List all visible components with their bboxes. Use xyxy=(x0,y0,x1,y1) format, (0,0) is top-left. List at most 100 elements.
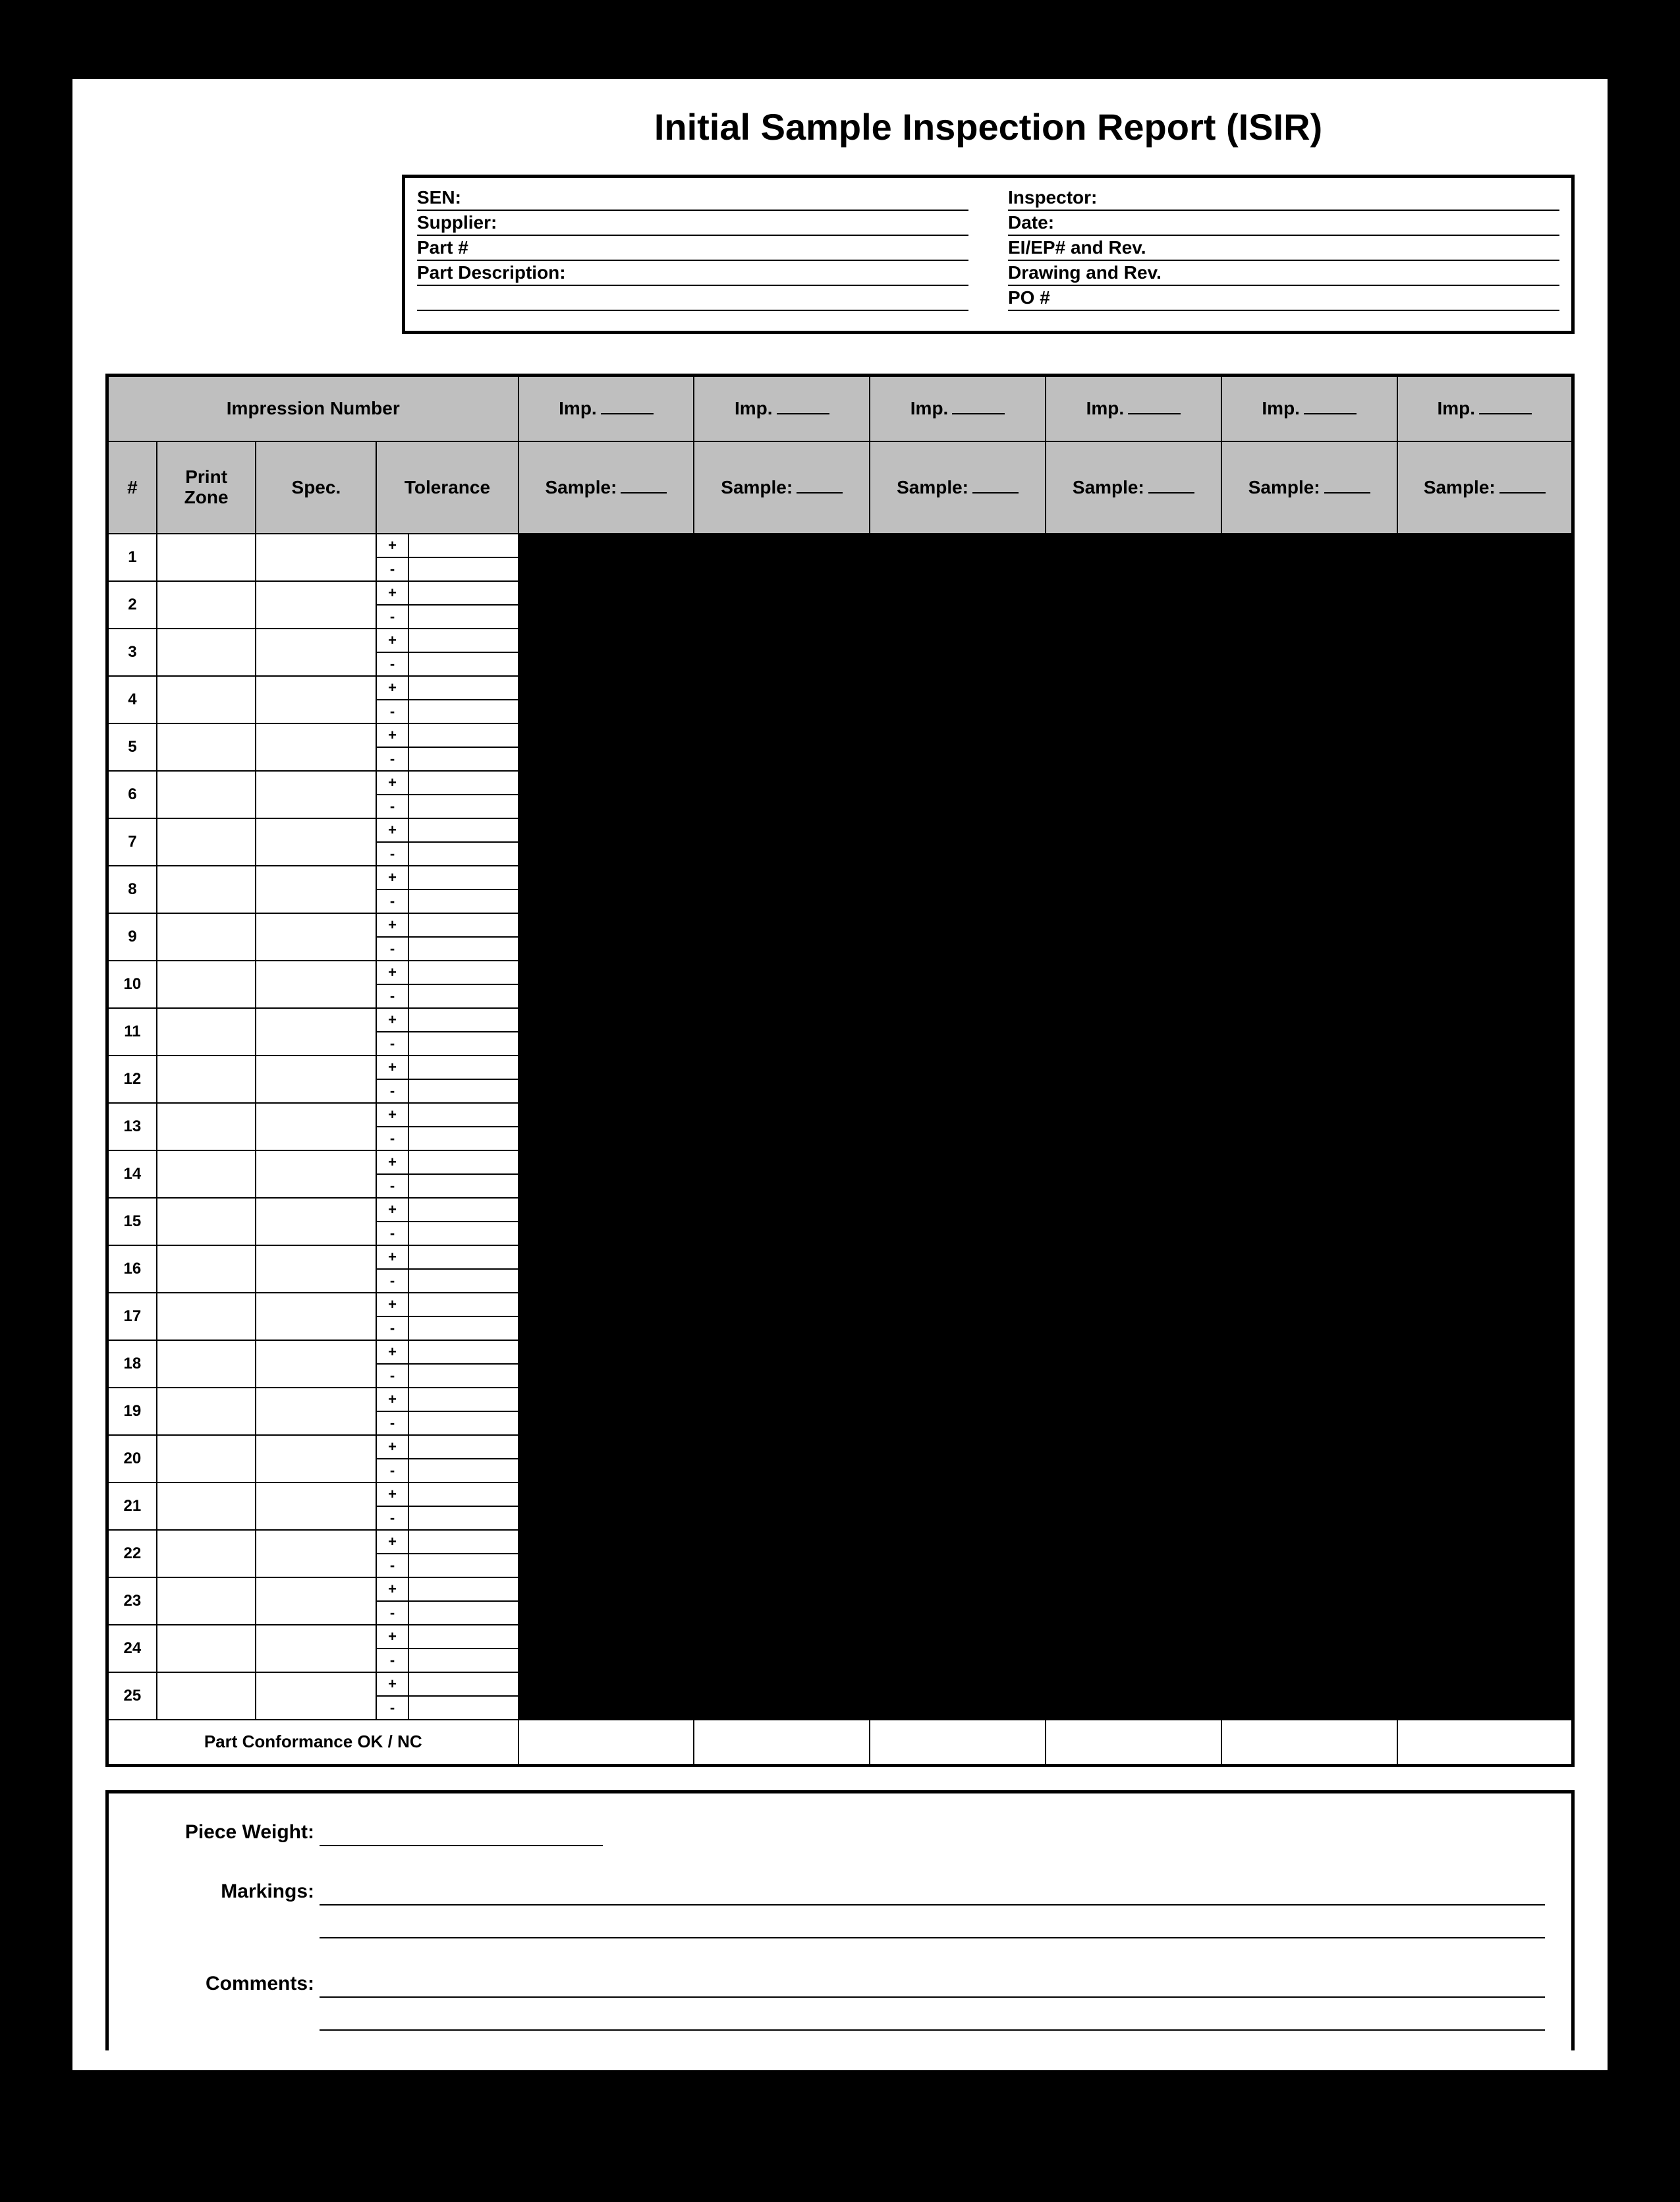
cell-tol-plus-val[interactable] xyxy=(408,1150,518,1174)
value-sen[interactable] xyxy=(461,208,968,210)
cell-print-zone[interactable] xyxy=(157,1482,256,1530)
cell-print-zone[interactable] xyxy=(157,1293,256,1340)
cell-sample[interactable] xyxy=(694,1008,870,1056)
cell-print-zone[interactable] xyxy=(157,1388,256,1435)
cell-sample[interactable] xyxy=(1046,1672,1221,1720)
cell-spec[interactable] xyxy=(256,771,376,818)
cell-tol-plus-val[interactable] xyxy=(408,1008,518,1032)
conformance-cell[interactable] xyxy=(694,1720,870,1766)
cell-sample[interactable] xyxy=(870,866,1046,913)
cell-sample[interactable] xyxy=(870,1150,1046,1198)
cell-spec[interactable] xyxy=(256,913,376,961)
cell-spec[interactable] xyxy=(256,581,376,629)
cell-tol-minus-val[interactable] xyxy=(408,1696,518,1720)
cell-sample[interactable] xyxy=(694,676,870,723)
cell-tol-minus-val[interactable] xyxy=(408,1127,518,1150)
value-piece-weight[interactable] xyxy=(320,1820,603,1846)
cell-print-zone[interactable] xyxy=(157,1056,256,1103)
cell-print-zone[interactable] xyxy=(157,1008,256,1056)
cell-sample[interactable] xyxy=(1397,1435,1573,1482)
cell-sample[interactable] xyxy=(694,1388,870,1435)
cell-sample[interactable] xyxy=(1397,1293,1573,1340)
cell-spec[interactable] xyxy=(256,723,376,771)
cell-print-zone[interactable] xyxy=(157,771,256,818)
cell-spec[interactable] xyxy=(256,676,376,723)
cell-sample[interactable] xyxy=(870,1625,1046,1672)
cell-sample[interactable] xyxy=(870,723,1046,771)
cell-sample[interactable] xyxy=(518,1672,694,1720)
cell-sample[interactable] xyxy=(870,1435,1046,1482)
cell-sample[interactable] xyxy=(870,1293,1046,1340)
cell-sample[interactable] xyxy=(518,1340,694,1388)
cell-tol-plus-val[interactable] xyxy=(408,676,518,700)
cell-print-zone[interactable] xyxy=(157,723,256,771)
cell-tol-plus-val[interactable] xyxy=(408,1530,518,1554)
cell-tol-plus-val[interactable] xyxy=(408,1056,518,1079)
cell-tol-plus-val[interactable] xyxy=(408,581,518,605)
cell-tol-minus-val[interactable] xyxy=(408,747,518,771)
cell-sample[interactable] xyxy=(694,1625,870,1672)
cell-sample[interactable] xyxy=(1221,1340,1397,1388)
cell-sample[interactable] xyxy=(1397,1150,1573,1198)
cell-sample[interactable] xyxy=(518,534,694,581)
cell-sample[interactable] xyxy=(1046,961,1221,1008)
value-date[interactable] xyxy=(1054,233,1559,235)
cell-sample[interactable] xyxy=(694,913,870,961)
cell-sample[interactable] xyxy=(694,1482,870,1530)
conformance-cell[interactable] xyxy=(1221,1720,1397,1766)
cell-sample[interactable] xyxy=(1046,1625,1221,1672)
cell-sample[interactable] xyxy=(1397,866,1573,913)
cell-sample[interactable] xyxy=(694,961,870,1008)
cell-sample[interactable] xyxy=(1046,818,1221,866)
cell-tol-minus-val[interactable] xyxy=(408,1269,518,1293)
cell-sample[interactable] xyxy=(694,1293,870,1340)
cell-tol-minus-val[interactable] xyxy=(408,652,518,676)
cell-spec[interactable] xyxy=(256,1435,376,1482)
value-drawing[interactable] xyxy=(1162,283,1559,285)
cell-sample[interactable] xyxy=(1397,723,1573,771)
cell-spec[interactable] xyxy=(256,1293,376,1340)
cell-sample[interactable] xyxy=(870,818,1046,866)
cell-sample[interactable] xyxy=(694,1672,870,1720)
cell-tol-minus-val[interactable] xyxy=(408,889,518,913)
cell-print-zone[interactable] xyxy=(157,1625,256,1672)
cell-sample[interactable] xyxy=(1221,1150,1397,1198)
cell-sample[interactable] xyxy=(1221,1530,1397,1577)
value-part-number[interactable] xyxy=(468,258,968,260)
cell-sample[interactable] xyxy=(518,676,694,723)
cell-spec[interactable] xyxy=(256,866,376,913)
cell-sample[interactable] xyxy=(870,913,1046,961)
cell-sample[interactable] xyxy=(694,1198,870,1245)
cell-tol-plus-val[interactable] xyxy=(408,1340,518,1364)
conformance-cell[interactable] xyxy=(1397,1720,1573,1766)
cell-tol-minus-val[interactable] xyxy=(408,795,518,818)
cell-tol-plus-val[interactable] xyxy=(408,534,518,557)
cell-sample[interactable] xyxy=(518,771,694,818)
cell-sample[interactable] xyxy=(1397,1672,1573,1720)
cell-sample[interactable] xyxy=(518,723,694,771)
cell-sample[interactable] xyxy=(870,534,1046,581)
cell-print-zone[interactable] xyxy=(157,1245,256,1293)
cell-sample[interactable] xyxy=(1046,1008,1221,1056)
cell-sample[interactable] xyxy=(1397,913,1573,961)
cell-sample[interactable] xyxy=(1046,1198,1221,1245)
cell-print-zone[interactable] xyxy=(157,961,256,1008)
cell-sample[interactable] xyxy=(1046,629,1221,676)
cell-sample[interactable] xyxy=(1397,676,1573,723)
cell-tol-plus-val[interactable] xyxy=(408,771,518,795)
cell-sample[interactable] xyxy=(1046,1293,1221,1340)
cell-spec[interactable] xyxy=(256,1388,376,1435)
cell-tol-minus-val[interactable] xyxy=(408,1411,518,1435)
cell-sample[interactable] xyxy=(694,866,870,913)
cell-sample[interactable] xyxy=(1046,1056,1221,1103)
cell-sample[interactable] xyxy=(1221,1625,1397,1672)
cell-sample[interactable] xyxy=(1221,1577,1397,1625)
cell-sample[interactable] xyxy=(1221,1008,1397,1056)
cell-tol-minus-val[interactable] xyxy=(408,1032,518,1056)
cell-sample[interactable] xyxy=(1397,818,1573,866)
cell-sample[interactable] xyxy=(1221,1388,1397,1435)
cell-sample[interactable] xyxy=(1221,1672,1397,1720)
cell-sample[interactable] xyxy=(1221,866,1397,913)
cell-sample[interactable] xyxy=(1046,676,1221,723)
cell-sample[interactable] xyxy=(1046,1150,1221,1198)
